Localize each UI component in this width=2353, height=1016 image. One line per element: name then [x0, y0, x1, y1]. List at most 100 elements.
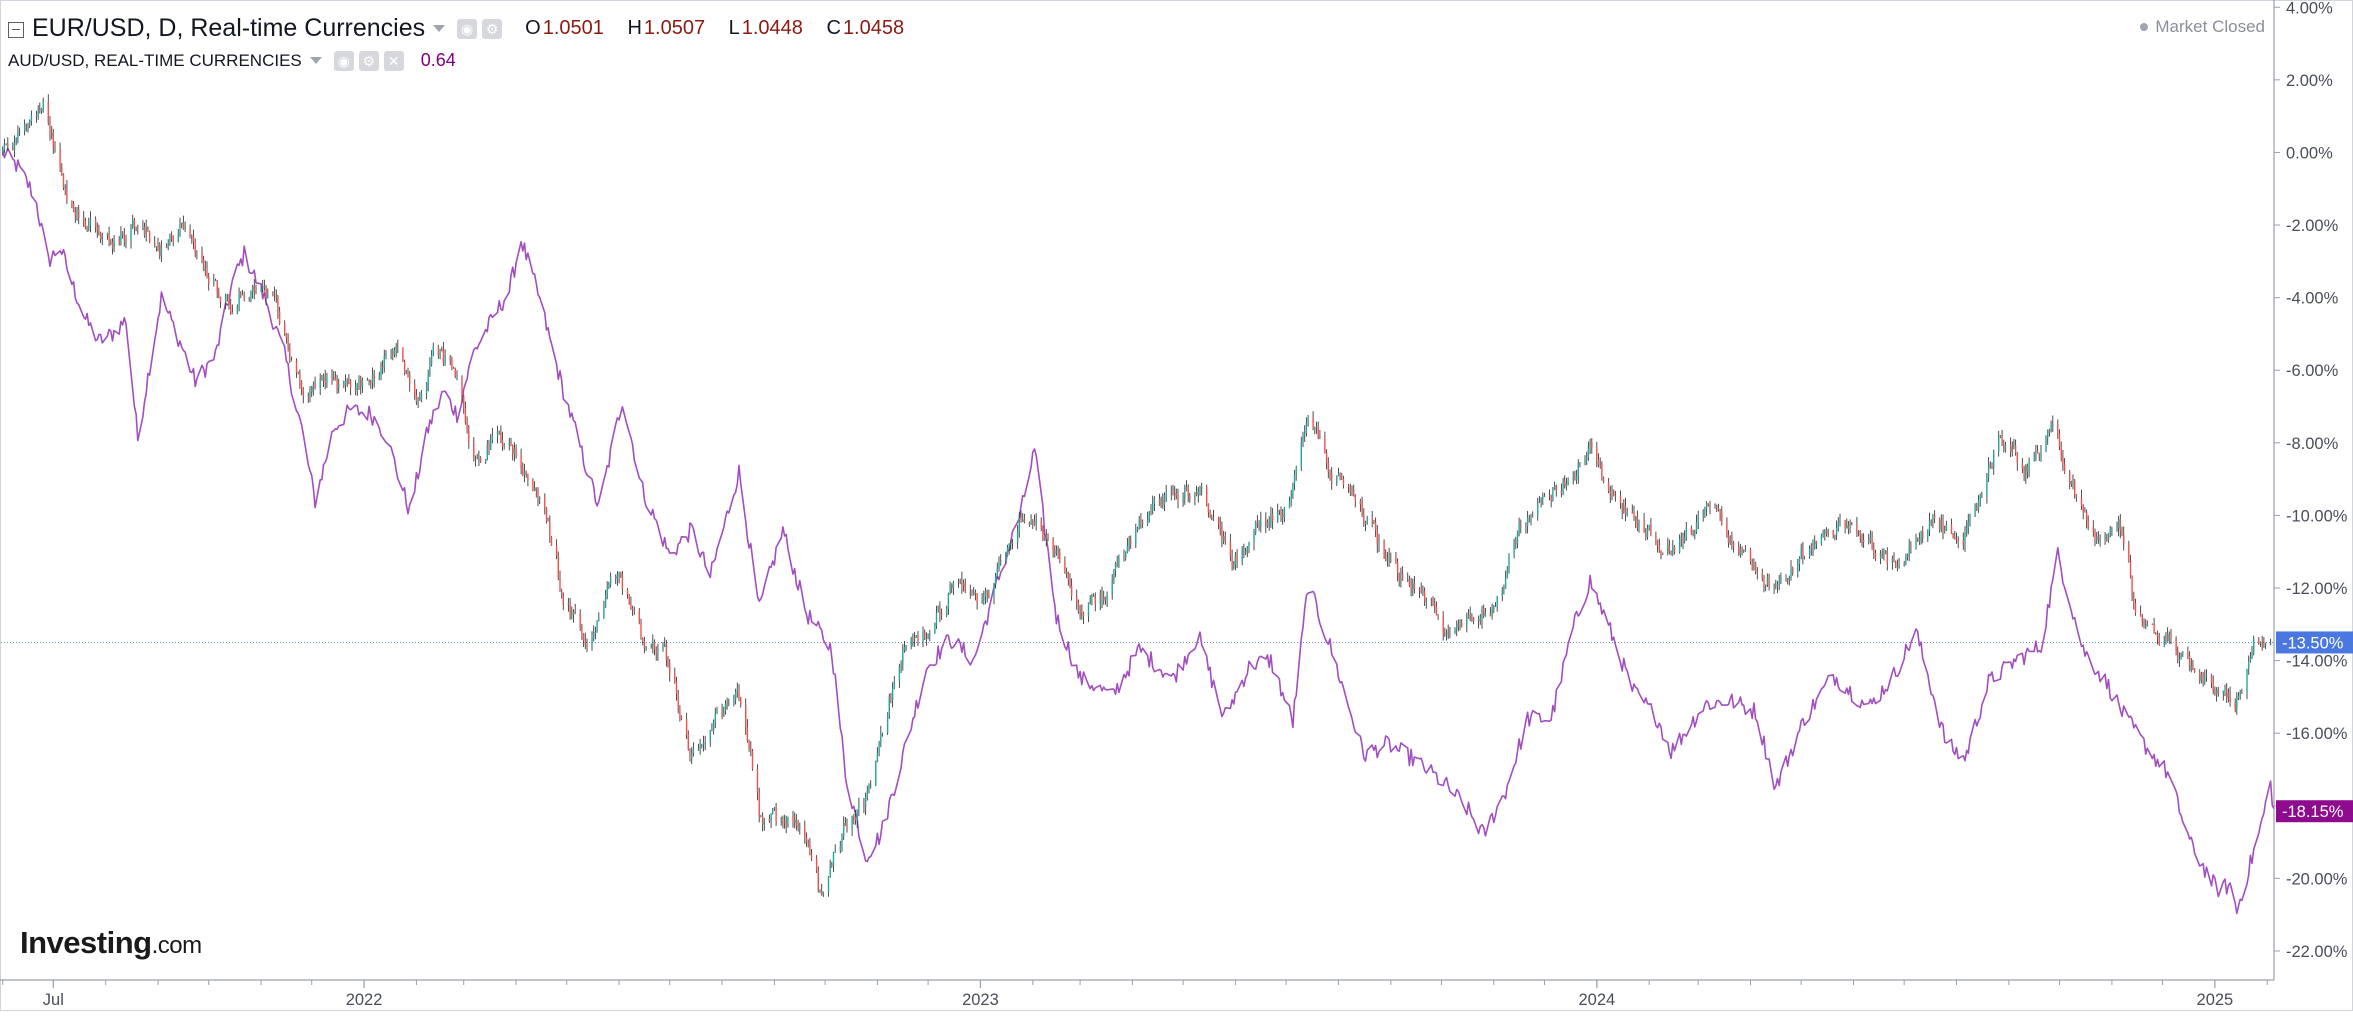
compare-dropdown-icon[interactable] — [309, 57, 322, 64]
compare-series-legend[interactable]: AUD/USD, REAL-TIME CURRENCIES ◉ ⚙ ✕ 0.64 — [8, 50, 456, 71]
candle-down — [1834, 535, 1836, 537]
candle-up — [1501, 590, 1503, 597]
candle-up — [1532, 515, 1534, 517]
candle-up — [866, 791, 868, 797]
candle-down — [863, 803, 865, 808]
y-tick-label: -12.00% — [2286, 580, 2348, 598]
candle-down — [1660, 550, 1662, 554]
candle-up — [1917, 538, 1919, 541]
candle-up — [1704, 508, 1706, 512]
candle-up — [799, 827, 801, 829]
candle-up — [1908, 546, 1910, 556]
candle-up — [969, 592, 971, 594]
candle-down — [452, 367, 455, 369]
eur-usd-candles[interactable] — [2, 94, 2272, 897]
candle-up — [962, 583, 965, 587]
candle-up — [226, 294, 228, 296]
candle-up — [1678, 539, 1681, 553]
candle-up — [1945, 524, 1948, 531]
candle-down — [289, 348, 291, 360]
y-tick-label: -4.00% — [2286, 290, 2339, 308]
candle-up — [106, 233, 109, 235]
candle-up — [1422, 590, 1424, 592]
compare-symbol-label[interactable]: AUD/USD, REAL-TIME CURRENCIES — [8, 50, 302, 70]
candle-down — [527, 474, 529, 481]
visibility-toggle-icon[interactable]: ◉ — [457, 18, 478, 39]
candle-up — [1150, 510, 1152, 512]
candle-down — [746, 726, 749, 741]
candle-up — [662, 647, 664, 650]
candle-down — [1631, 511, 1633, 513]
aud-usd-series-line[interactable] — [1, 147, 2275, 915]
candle-up — [1065, 572, 1068, 574]
candle-down — [532, 480, 534, 491]
candle-up — [851, 816, 853, 829]
candle-up — [1283, 507, 1286, 518]
candle-down — [381, 366, 384, 368]
candle-down — [208, 277, 210, 284]
candle-down — [1918, 538, 1921, 542]
candle-down — [451, 359, 453, 368]
candle-down — [1140, 519, 1142, 522]
candle-down — [1410, 585, 1412, 590]
candle-down — [2158, 637, 2160, 645]
main-symbol-label[interactable]: EUR/USD, D, Real-time Currencies — [32, 14, 426, 42]
candle-down — [1116, 563, 1118, 566]
candle-up — [1562, 480, 1564, 494]
y-tick-label: -22.00% — [2286, 943, 2348, 961]
compare-remove-close-icon[interactable]: ✕ — [383, 50, 404, 71]
candle-up — [773, 808, 776, 810]
candle-down — [1324, 439, 1326, 453]
candle-down — [135, 227, 137, 229]
candle-up — [1491, 609, 1493, 617]
candle-down — [988, 594, 990, 597]
candle-down — [807, 842, 809, 844]
candle-down — [334, 376, 337, 381]
symbol-dropdown-icon[interactable] — [433, 25, 446, 32]
candle-down — [677, 693, 679, 710]
candle-up — [1589, 441, 1591, 448]
main-series-legend[interactable]: EUR/USD, D, Real-time Currencies ◉ ⚙ O 1.… — [8, 14, 922, 43]
candle-down — [1383, 541, 1385, 555]
candle-down — [655, 649, 657, 654]
candle-up — [1849, 523, 1851, 529]
compare-settings-gear-icon[interactable]: ⚙ — [358, 50, 379, 71]
candle-down — [2021, 463, 2024, 470]
candle-down — [768, 818, 771, 822]
candle-up — [712, 722, 715, 731]
candle-up — [439, 350, 441, 356]
candle-down — [346, 380, 348, 382]
candle-down — [1236, 555, 1238, 562]
candle-up — [1212, 517, 1215, 520]
candle-up — [2, 149, 4, 153]
candle-up — [169, 235, 171, 244]
candle-up — [1089, 597, 1091, 603]
candle-down — [1082, 612, 1085, 617]
candle-down — [890, 696, 892, 701]
candle-down — [1954, 536, 1956, 540]
candle-up — [2246, 669, 2248, 693]
candle-up — [2239, 691, 2241, 697]
candle-down — [1265, 519, 1267, 527]
series-settings-gear-icon[interactable]: ⚙ — [482, 18, 503, 39]
candle-up — [1586, 457, 1588, 461]
candle-down — [525, 471, 527, 474]
candle-up — [2263, 644, 2265, 648]
candle-down — [1942, 520, 1944, 532]
candle-down — [510, 443, 512, 446]
candle-up — [2251, 653, 2253, 658]
candle-up — [2227, 692, 2230, 698]
candle-up — [142, 226, 144, 228]
collapse-legend-icon[interactable] — [8, 21, 24, 38]
candle-down — [2175, 638, 2177, 650]
candle-down — [750, 748, 752, 752]
candle-down — [961, 579, 963, 587]
candle-up — [1016, 531, 1019, 543]
candle-up — [1234, 555, 1237, 565]
candle-down — [1312, 418, 1314, 429]
candle-up — [1587, 447, 1590, 458]
candle-down — [1076, 595, 1078, 602]
compare-visibility-icon[interactable]: ◉ — [333, 50, 354, 71]
